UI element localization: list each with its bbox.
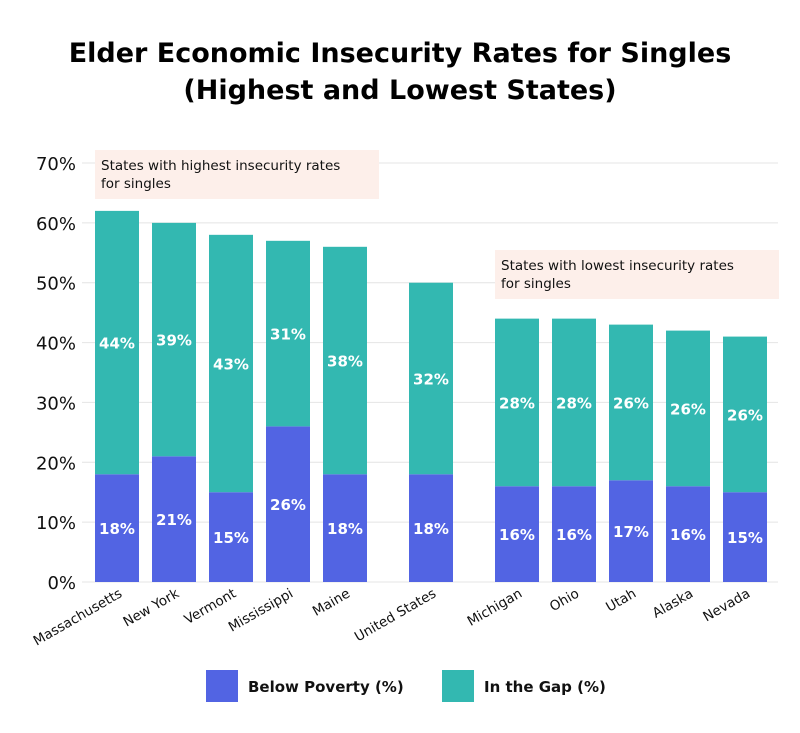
bar-segment — [152, 222, 196, 457]
y-tick-label: 50% — [36, 274, 76, 295]
x-tick-label: Alaska — [650, 586, 696, 622]
annotation-text: for singles — [101, 176, 171, 192]
bar-segment — [666, 330, 710, 487]
y-tick-label: 20% — [36, 453, 76, 474]
y-tick-label: 60% — [36, 214, 76, 235]
bar-segment — [95, 210, 139, 475]
bar-segment — [323, 474, 367, 582]
bar-segment — [409, 282, 453, 475]
bar-segment — [266, 240, 310, 427]
data-label: 17% — [613, 523, 649, 541]
y-tick-label: 10% — [36, 513, 76, 534]
data-label: 43% — [213, 356, 249, 374]
data-label: 26% — [727, 406, 763, 424]
data-label: 18% — [327, 520, 363, 538]
annotation-box — [95, 150, 379, 199]
legend-swatch — [206, 670, 238, 702]
legend-label: In the Gap (%) — [484, 678, 606, 696]
bar-segment — [95, 474, 139, 582]
data-label: 32% — [413, 370, 449, 388]
y-tick-label: 70% — [36, 154, 76, 175]
bar-segment — [723, 492, 767, 582]
bar-segment — [209, 492, 253, 582]
data-label: 39% — [156, 332, 192, 350]
data-label: 18% — [99, 520, 135, 538]
legend-label: Below Poverty (%) — [248, 678, 404, 696]
x-tick-label: Utah — [603, 586, 639, 616]
annotation-box — [495, 250, 779, 299]
x-tick-label: Michigan — [465, 586, 525, 630]
data-label: 16% — [499, 526, 535, 544]
x-tick-label: Maine — [310, 586, 353, 620]
bar-segment — [723, 336, 767, 493]
bar-segment — [209, 234, 253, 493]
y-tick-label: 40% — [36, 334, 76, 355]
data-label: 31% — [270, 326, 306, 344]
bar-segment — [152, 456, 196, 582]
annotation-text: States with highest insecurity rates — [101, 158, 340, 174]
x-tick-label: Ohio — [547, 586, 582, 615]
bar-segment — [495, 318, 539, 487]
data-label: 21% — [156, 511, 192, 529]
bar-segment — [409, 474, 453, 582]
annotation-text: for singles — [501, 276, 571, 292]
data-label: 44% — [99, 335, 135, 353]
data-label: 15% — [727, 529, 763, 547]
x-tick-label: Nevada — [700, 586, 753, 626]
x-tick-label: New York — [120, 586, 182, 631]
x-tick-label: Mississippi — [226, 586, 296, 636]
x-tick-label: Massachusetts — [31, 586, 125, 650]
data-label: 26% — [270, 496, 306, 514]
bar-segment — [266, 426, 310, 582]
y-tick-label: 0% — [47, 573, 76, 594]
y-tick-label: 30% — [36, 393, 76, 414]
bar-segment — [552, 318, 596, 487]
data-label: 26% — [670, 400, 706, 418]
data-label: 28% — [499, 394, 535, 412]
annotation-text: States with lowest insecurity rates — [501, 258, 734, 274]
chart-title: Elder Economic Insecurity Rates for Sing… — [69, 38, 732, 69]
data-label: 26% — [613, 394, 649, 412]
bar-segment — [495, 486, 539, 582]
bar-segment — [323, 246, 367, 475]
bar-segment — [609, 324, 653, 481]
chart-subtitle: (Highest and Lowest States) — [183, 75, 616, 106]
data-label: 28% — [556, 394, 592, 412]
data-label: 16% — [670, 526, 706, 544]
legend-swatch — [442, 670, 474, 702]
bar-segment — [609, 480, 653, 582]
data-label: 38% — [327, 353, 363, 371]
data-label: 16% — [556, 526, 592, 544]
data-label: 15% — [213, 529, 249, 547]
bar-segment — [552, 486, 596, 582]
bar-segment — [666, 486, 710, 582]
data-label: 18% — [413, 520, 449, 538]
x-tick-label: United States — [352, 586, 439, 646]
